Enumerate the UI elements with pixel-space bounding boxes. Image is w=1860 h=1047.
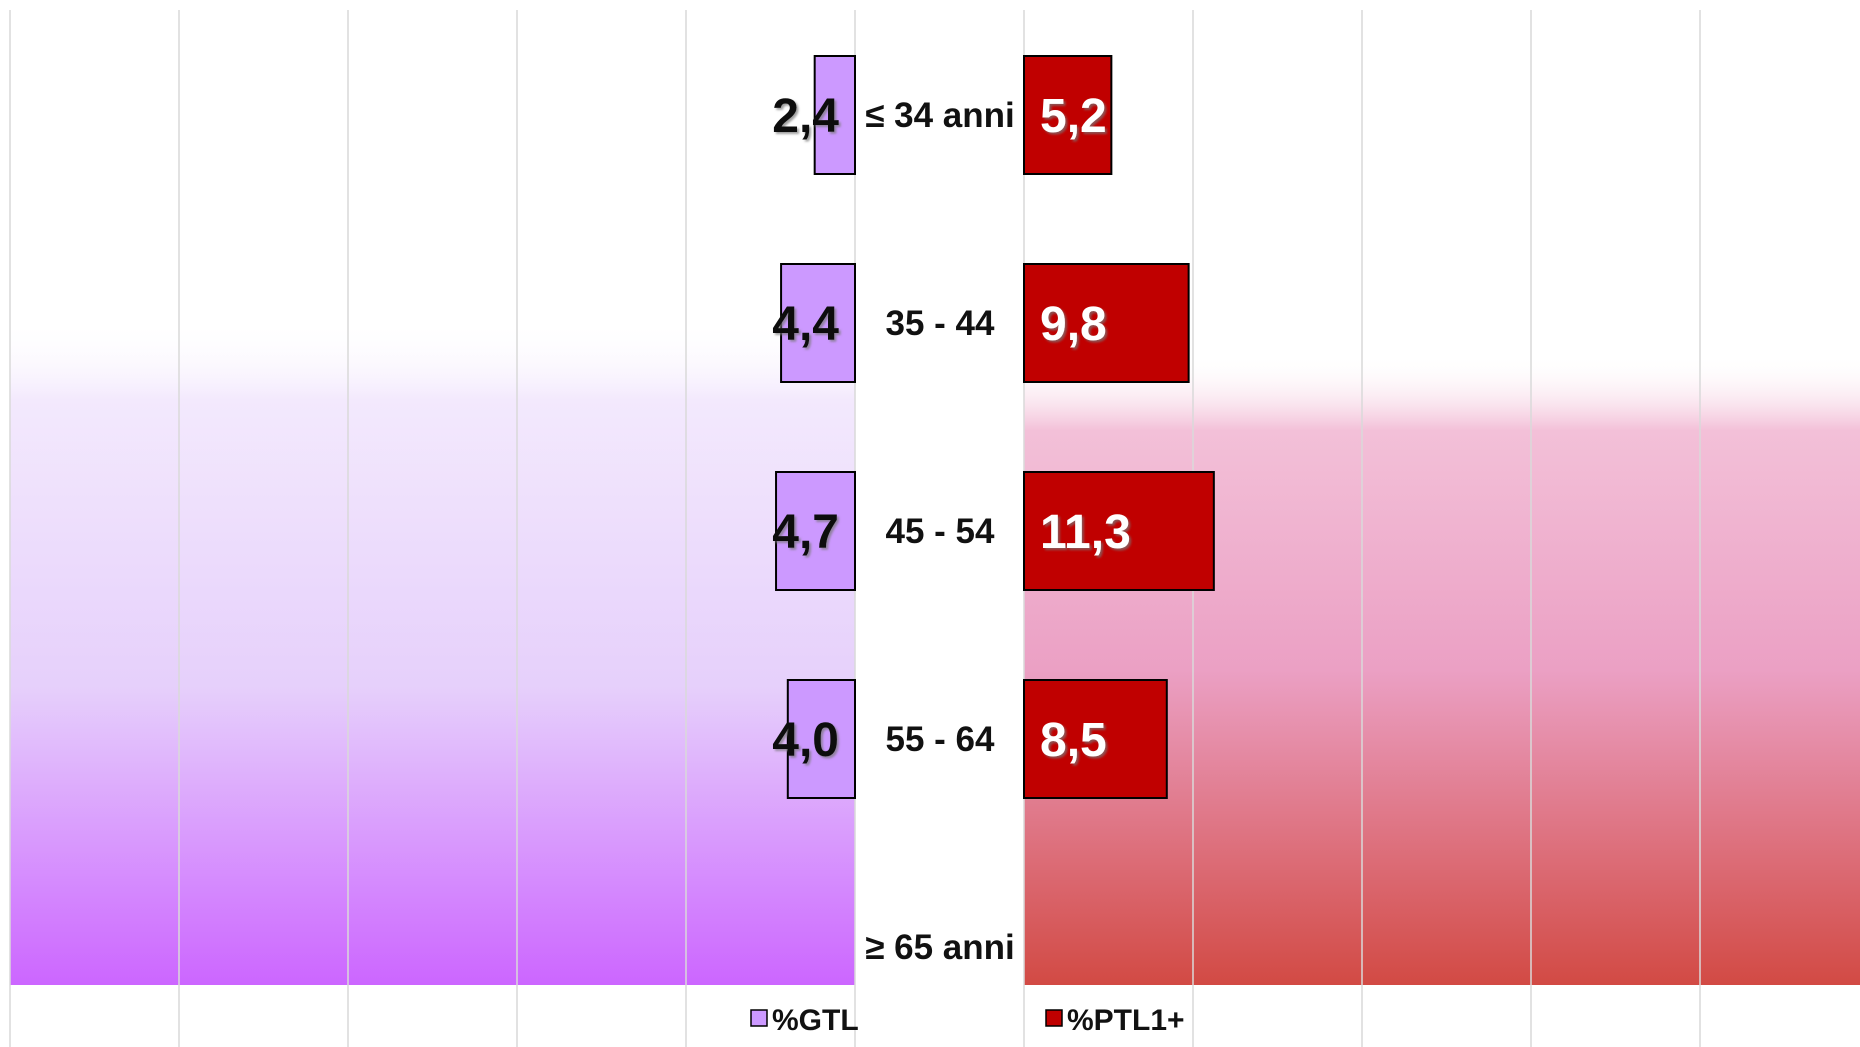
value-label-gtl: 4,7 <box>772 506 839 559</box>
category-label: 35 - 44 <box>886 304 995 343</box>
value-label-ptl1: 5,2 <box>1040 90 1107 143</box>
gradient-bands <box>10 320 1860 985</box>
bars <box>775 55 1215 799</box>
left-gradient-band <box>10 320 855 985</box>
legend-swatch-ptl1 <box>1045 1009 1063 1027</box>
category-labels: ≤ 34 anni 35 - 44 45 - 54 55 - 64 ≥ 65 anni <box>865 96 1015 967</box>
bar-gtl <box>813 55 856 175</box>
category-label: 45 - 54 <box>886 512 995 551</box>
right-gradient-band <box>1024 355 1860 985</box>
value-labels: 2,4 5,2 4,4 9,8 4,7 11,3 4,0 8,5 <box>772 90 1131 767</box>
bar-gtl <box>786 679 856 799</box>
legend-swatch-gtl <box>750 1009 768 1027</box>
value-label-ptl1: 9,8 <box>1040 298 1107 351</box>
value-label-ptl1: 8,5 <box>1040 714 1107 767</box>
legend: %GTL %PTL1+ <box>750 1004 1185 1037</box>
bar-gtl <box>780 263 857 383</box>
value-label-gtl: 2,4 <box>772 90 839 143</box>
bar-ptl1 <box>1023 679 1168 799</box>
value-label-ptl1: 11,3 <box>1040 506 1131 559</box>
bar-ptl1 <box>1023 263 1190 383</box>
bar-gtl <box>775 471 856 591</box>
legend-label-ptl1: %PTL1+ <box>1067 1004 1185 1037</box>
value-label-gtl: 4,4 <box>772 298 839 351</box>
category-label: 55 - 64 <box>886 720 995 759</box>
category-label: ≤ 34 anni <box>865 96 1015 135</box>
bar-ptl1 <box>1023 471 1215 591</box>
bar-ptl1 <box>1023 55 1113 175</box>
legend-label-gtl: %GTL <box>772 1004 859 1037</box>
value-label-gtl: 4,0 <box>772 714 839 767</box>
category-label: ≥ 65 anni <box>865 928 1015 967</box>
